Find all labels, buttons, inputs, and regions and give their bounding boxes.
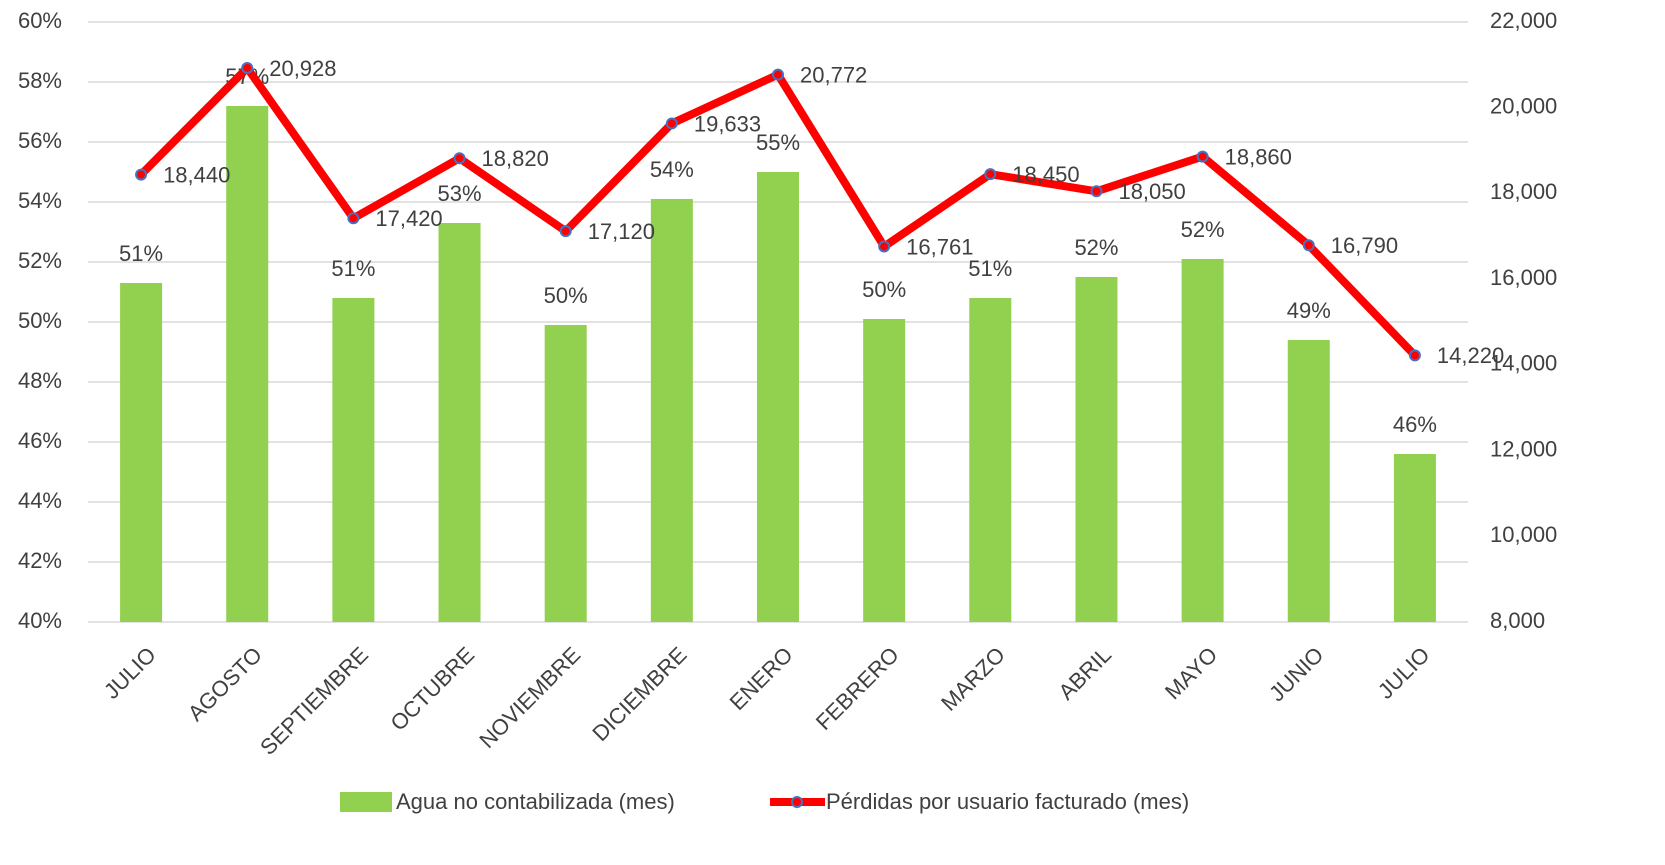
bar (1181, 259, 1224, 622)
y-tick-label: 56% (18, 128, 62, 153)
bar (650, 199, 693, 622)
y2-tick-label: 14,000 (1490, 351, 1557, 376)
bar-value-label: 52% (1074, 235, 1118, 260)
y2-tick-label: 20,000 (1490, 94, 1557, 119)
line-value-label: 18,050 (1118, 179, 1185, 204)
y2-tick-label: 10,000 (1490, 522, 1557, 547)
bar (969, 298, 1012, 622)
x-tick-label: JULIO (99, 642, 161, 704)
line-value-label: 17,420 (375, 206, 442, 231)
y-tick-label: 46% (18, 428, 62, 453)
x-tick-label: SEPTIEMBRE (255, 642, 373, 760)
bar (757, 172, 799, 622)
x-tick-label: OCTUBRE (385, 642, 479, 736)
y-tick-label: 58% (18, 68, 62, 93)
bar-value-label: 51% (119, 241, 163, 266)
line-value-label: 18,450 (1012, 162, 1079, 187)
bar (863, 319, 906, 622)
line-value-label: 14,220 (1437, 343, 1504, 368)
y-tick-label: 54% (18, 188, 62, 213)
line-value-label: 20,928 (269, 56, 336, 81)
line-marker (1090, 185, 1103, 198)
line-value-label: 16,761 (906, 234, 973, 259)
line-value-label: 18,440 (163, 162, 230, 187)
y2-tick-label: 8,000 (1490, 608, 1545, 633)
bar (226, 106, 269, 622)
y-tick-label: 48% (18, 368, 62, 393)
bar-value-label: 52% (1181, 217, 1225, 242)
line-marker (1408, 349, 1421, 362)
y-tick-label: 60% (18, 8, 62, 33)
bar-value-label: 51% (968, 256, 1012, 281)
x-tick-label: MARZO (936, 642, 1010, 716)
line-value-label: 18,820 (482, 146, 549, 171)
x-tick-label: AGOSTO (183, 642, 267, 726)
line-marker (984, 168, 997, 181)
line-marker (1196, 150, 1209, 163)
bar (1393, 454, 1436, 622)
x-tick-label: JUNIO (1264, 642, 1328, 706)
x-tick-label: ENERO (725, 642, 798, 715)
x-tick-label: NOVIEMBRE (474, 642, 585, 753)
bar-value-label: 49% (1287, 298, 1331, 323)
y2-tick-label: 18,000 (1490, 179, 1557, 204)
line-value-label: 18,860 (1225, 144, 1292, 169)
bar (438, 223, 481, 622)
legend-label: Agua no contabilizada (mes) (396, 789, 675, 814)
x-tick-label: FEBRERO (811, 642, 904, 735)
bar (332, 298, 375, 622)
bar-value-label: 51% (331, 256, 375, 281)
bar-value-label: 46% (1393, 412, 1437, 437)
bar (120, 283, 163, 622)
line-marker (347, 212, 360, 225)
y2-tick-label: 16,000 (1490, 265, 1557, 290)
line-marker (559, 225, 572, 238)
x-tick-label: DICIEMBRE (587, 642, 691, 746)
legend-marker (791, 796, 803, 808)
y-tick-label: 42% (18, 548, 62, 573)
line-marker (241, 61, 254, 74)
x-tick-label: ABRIL (1053, 642, 1116, 705)
y2-tick-label: 22,000 (1490, 8, 1557, 33)
x-tick-label: JULIO (1373, 642, 1435, 704)
y-tick-label: 52% (18, 248, 62, 273)
bar-value-label: 50% (862, 277, 906, 302)
bar-value-label: 55% (756, 130, 800, 155)
line-value-label: 19,633 (694, 111, 761, 136)
y2-tick-label: 12,000 (1490, 436, 1557, 461)
bar-value-label: 50% (544, 283, 588, 308)
line-marker (878, 240, 891, 253)
line-marker (772, 68, 784, 81)
y-tick-label: 44% (18, 488, 62, 513)
line-value-label: 16,790 (1331, 233, 1398, 258)
bar-value-label: 54% (650, 157, 694, 182)
y-tick-label: 40% (18, 608, 62, 633)
line-marker (135, 168, 148, 181)
x-tick-label: MAYO (1160, 642, 1222, 704)
y-tick-label: 50% (18, 308, 62, 333)
legend-label: Pérdidas por usuario facturado (mes) (826, 789, 1189, 814)
line-marker (1302, 239, 1315, 252)
bar (1287, 340, 1330, 622)
bar (544, 325, 587, 622)
bar (1075, 277, 1118, 622)
legend-swatch (340, 792, 392, 812)
line-marker (665, 117, 678, 130)
bar-value-label: 53% (438, 181, 482, 206)
line-value-label: 17,120 (588, 219, 655, 244)
line-value-label: 20,772 (800, 62, 867, 87)
line-marker (453, 152, 466, 165)
